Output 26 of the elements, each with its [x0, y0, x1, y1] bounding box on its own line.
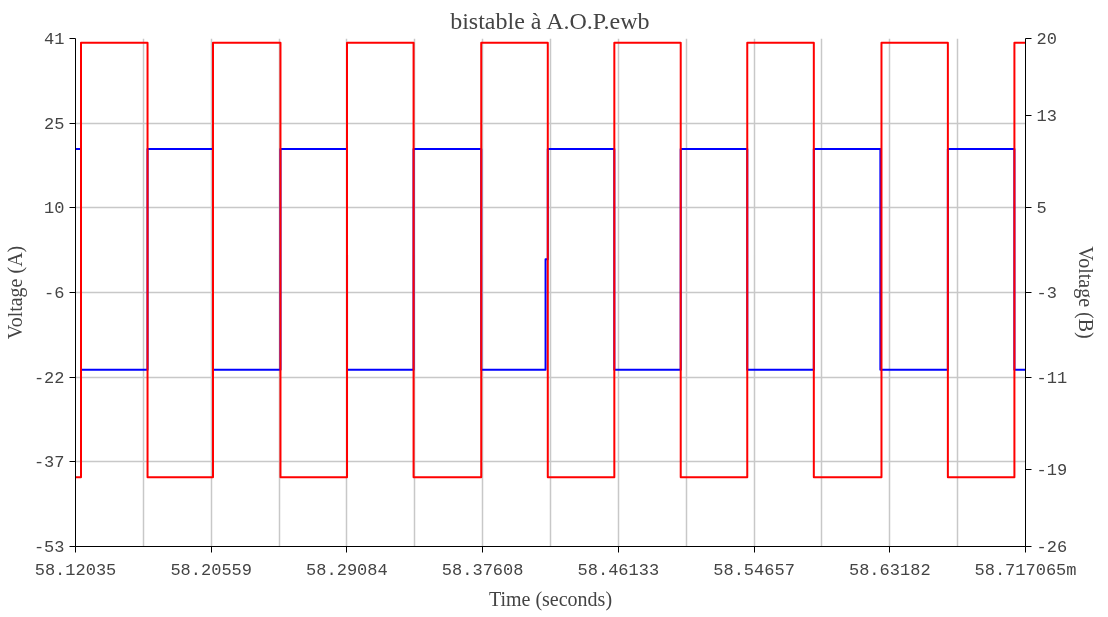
y-tick-label: -53	[33, 538, 65, 557]
y-tick-label: 25	[44, 114, 65, 134]
y2-tick-label: 20	[1036, 30, 1057, 49]
x-tick-label: 58.54657	[713, 560, 795, 580]
y2-tick-label: -26	[1036, 538, 1068, 557]
x-axis-title: Time (seconds)	[488, 587, 613, 611]
y-tick-label: -6	[44, 284, 65, 303]
y2-axis-title: Voltage (B)	[1074, 246, 1098, 339]
chart-title: bistable à A.O.P.ewb	[450, 7, 650, 34]
x-tick-label: 58.20559	[170, 560, 253, 580]
y2-tick-label: 5	[1036, 199, 1047, 219]
x-tick-label: 58.29084	[306, 560, 388, 580]
x-tick-label: 58.12035	[34, 560, 117, 580]
x-tick-label: 58.46133	[577, 560, 660, 580]
y-tick-label: -37	[33, 453, 65, 473]
y2-tick-label: -11	[1036, 368, 1068, 388]
y-tick-label: 10	[44, 199, 65, 219]
y-tick-label: -22	[33, 368, 65, 388]
x-tick-label: 58.63182	[848, 560, 931, 580]
y2-tick-label: 13	[1036, 107, 1057, 127]
x-tick-label: 58.37608	[441, 560, 524, 580]
y-tick-label: 41	[44, 30, 65, 49]
y-axis-title: Voltage (A)	[3, 245, 27, 340]
y2-tick-label: -3	[1036, 284, 1057, 303]
x-tick-label: 58.717065m	[974, 560, 1077, 580]
y2-tick-label: -19	[1036, 460, 1068, 480]
